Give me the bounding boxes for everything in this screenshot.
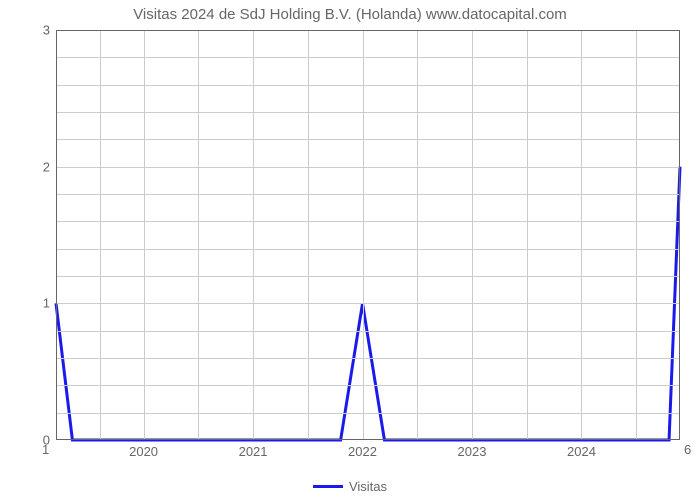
legend-swatch <box>313 485 343 488</box>
x-tick-label: 2022 <box>348 440 377 459</box>
corner-label-br: 6 <box>684 442 691 457</box>
x-tick-label: 2024 <box>567 440 596 459</box>
legend: Visitas <box>0 478 700 494</box>
x-tick-label: 2023 <box>458 440 487 459</box>
grid-line-h <box>56 385 680 386</box>
grid-line-h <box>56 139 680 140</box>
grid-line-v <box>363 30 364 440</box>
grid-line-v <box>417 30 418 440</box>
grid-line-v <box>636 30 637 440</box>
plot-area: 01232020202120222023202416 <box>56 30 680 440</box>
grid-line-h <box>56 194 680 195</box>
grid-line-v <box>198 30 199 440</box>
chart-container: Visitas 2024 de SdJ Holding B.V. (Holand… <box>0 0 700 500</box>
grid-line-h <box>56 358 680 359</box>
chart-title: Visitas 2024 de SdJ Holding B.V. (Holand… <box>0 6 700 23</box>
grid-line-h <box>56 331 680 332</box>
y-tick-label: 1 <box>43 296 56 311</box>
grid-line-h <box>56 303 680 304</box>
grid-line-h <box>56 85 680 86</box>
grid-line-h <box>56 276 680 277</box>
line-series <box>56 30 680 440</box>
x-tick-label: 2020 <box>129 440 158 459</box>
grid-line-v <box>144 30 145 440</box>
grid-line-v <box>527 30 528 440</box>
grid-line-v <box>581 30 582 440</box>
grid-line-v <box>253 30 254 440</box>
grid-line-h <box>56 249 680 250</box>
plot-border-right <box>679 30 680 440</box>
x-tick-label: 2021 <box>239 440 268 459</box>
y-tick-label: 2 <box>43 159 56 174</box>
plot-border-top <box>56 30 680 31</box>
grid-line-h <box>56 413 680 414</box>
grid-line-v <box>100 30 101 440</box>
grid-line-v <box>472 30 473 440</box>
grid-line-h <box>56 167 680 168</box>
y-tick-label: 3 <box>43 23 56 38</box>
grid-line-h <box>56 57 680 58</box>
corner-label-bl: 1 <box>42 442 49 457</box>
grid-line-h <box>56 112 680 113</box>
plot-border-left <box>56 30 57 440</box>
grid-line-v <box>308 30 309 440</box>
grid-line-h <box>56 221 680 222</box>
legend-label: Visitas <box>349 479 387 494</box>
